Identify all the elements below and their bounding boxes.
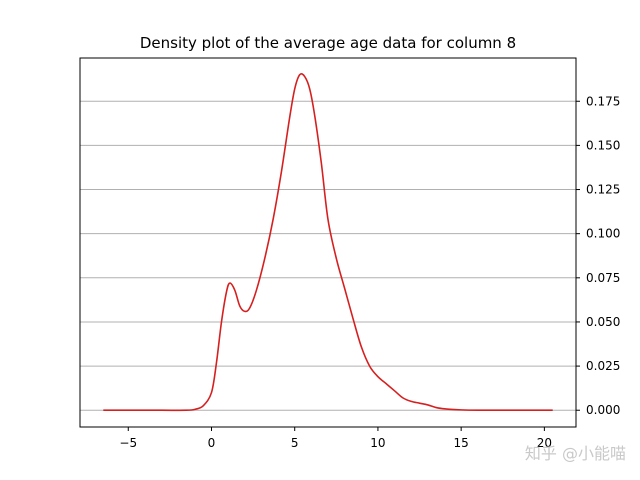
density-line	[103, 73, 553, 412]
y-tick-label: 0.025	[586, 359, 620, 373]
y-tick-label: 0.100	[586, 227, 620, 241]
y-tick-label: 0.175	[586, 94, 620, 108]
x-tick-label: 5	[291, 436, 299, 450]
x-axis: −5 0 5 10 15 20	[119, 427, 552, 450]
y-tick-label: 0.150	[586, 138, 620, 152]
watermark-text: 知乎 @小能喵	[524, 444, 626, 463]
x-tick-label: −5	[119, 436, 137, 450]
y-tick-label: 0.050	[586, 315, 620, 329]
x-tick-label: 0	[208, 436, 216, 450]
y-tick-label: 0.075	[586, 271, 620, 285]
y-tick-label: 0.125	[586, 183, 620, 197]
grid-lines	[80, 100, 576, 411]
x-tick-label: 15	[454, 436, 469, 450]
x-tick-label: 20	[537, 436, 552, 450]
x-tick-label: 10	[370, 436, 385, 450]
y-tick-label: 0.000	[586, 403, 620, 417]
y-axis: 0.000 0.025 0.050 0.075 0.100 0.125 0.150 0.175	[576, 94, 620, 417]
chart-title: Density plot of the average age data for…	[139, 34, 517, 52]
plot-frame	[79, 57, 577, 428]
